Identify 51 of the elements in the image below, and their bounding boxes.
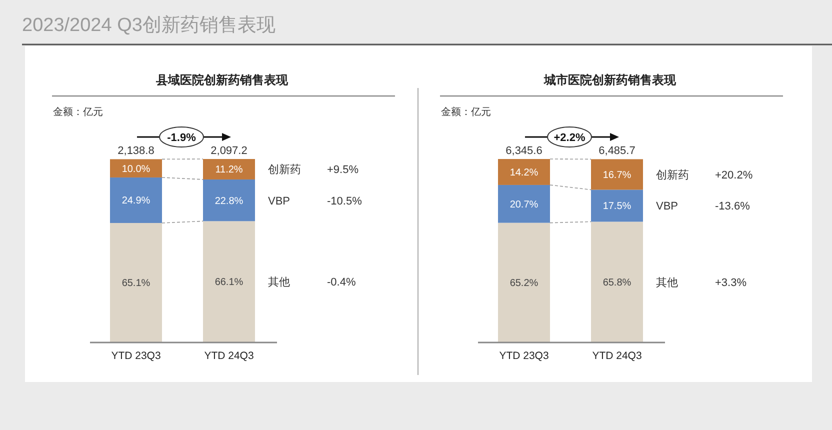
data-label: 22.8% [214,196,244,207]
data-label: 65.1% [122,278,150,289]
bar [498,159,550,185]
chart-subtitle: 金额：亿元 [441,106,491,118]
data-label: 17.5% [602,201,632,212]
series-label: 其他 [268,276,290,289]
x-tick-label: YTD 24Q3 [592,350,642,362]
text: 2,138.8 [118,145,154,158]
bar [498,222,550,342]
text: +3.3% [715,276,747,289]
chart-title: 城市医院创新药销售表现 [543,73,677,87]
data-label: 16.7% [602,170,632,181]
text: 2,097.2 [210,145,248,157]
text: +20.2% [715,169,753,182]
text: -0.4% [327,276,356,289]
chart-subtitle: 金额：亿元 [53,106,103,118]
bar [591,222,643,342]
text: -10.5% [327,195,362,208]
bar [110,177,162,223]
data-label: 24.9% [122,196,150,207]
x-tick-label: YTD 23Q3 [111,350,161,362]
data-label: 20.7% [510,199,538,210]
series-label: 其他 [656,276,678,289]
data-label: 14.2% [510,167,538,178]
bar [203,221,255,342]
series-label: 创新药 [268,163,301,176]
chart-title: 县域医院创新药销售表现 [155,73,289,87]
bar [591,190,643,222]
series-label: 创新药 [656,168,689,182]
text: 6,485.7 [598,145,636,158]
data-label: 65.2% [510,278,538,289]
x-tick-label: YTD 23Q3 [499,350,549,362]
bar [591,159,643,190]
bar [203,159,255,180]
text: +9.5% [327,164,359,176]
data-label: 66.1% [214,277,244,288]
series-label: VBP [268,195,290,208]
text: +2.2% [554,132,586,144]
bar [110,222,162,342]
bar [110,159,162,178]
series-label: VBP [656,200,678,213]
data-label: 65.8% [602,277,632,288]
bar [498,184,550,223]
text: 6,345.6 [506,145,542,157]
x-tick-label: YTD 24Q3 [204,350,254,362]
data-label: 11.2% [215,164,243,176]
bar [203,179,255,222]
text: 2023/2024 Q3创新药销售表现 [22,14,276,36]
data-label: 10.0% [122,164,150,175]
text: -13.6% [715,200,750,213]
text: -1.9% [167,132,196,144]
